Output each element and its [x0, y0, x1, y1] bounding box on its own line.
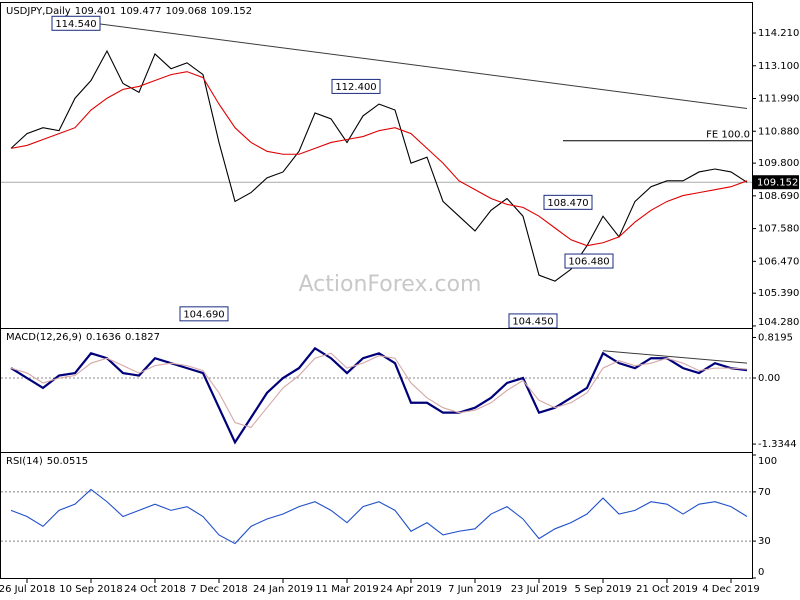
annotation-label: 112.400: [335, 82, 376, 93]
y-tick-label: 30: [758, 536, 771, 547]
x-tick-label: 26 Jul 2018: [0, 584, 55, 595]
y-tick-label: 110.880: [758, 126, 799, 137]
annotation-box: [331, 78, 381, 94]
reading: 109.152: [211, 6, 252, 17]
series-line: [10, 346, 748, 445]
y-tick-label: 114.210: [758, 28, 799, 39]
series-line: [10, 71, 748, 247]
panel-title: MACD(12,26,9) 0.1636 0.1827: [6, 332, 160, 343]
x-tick-label: 5 Sep 2019: [574, 584, 631, 595]
y-tick-label: 106.470: [758, 256, 799, 267]
last-price-label: 109.152: [757, 178, 798, 189]
annotation-label: 114.540: [55, 19, 96, 30]
y-tick-label: 0.8195: [758, 332, 793, 343]
fe-label: FE 100.0: [706, 130, 750, 141]
x-tick-label: 7 Dec 2018: [190, 584, 248, 595]
annotation-label: 104.450: [512, 316, 553, 327]
y-tick-label: 0.00: [758, 373, 780, 384]
y-tick-label: 105.390: [758, 288, 799, 299]
x-tick-label: 11 Mar 2019: [315, 584, 378, 595]
annotation-label: 104.690: [183, 309, 224, 320]
reading: 50.0515: [47, 456, 88, 467]
series-line: [10, 49, 748, 282]
reading: 109.477: [120, 6, 161, 17]
series-line: [10, 352, 748, 429]
x-tick-label: 4 Dec 2019: [702, 584, 760, 595]
y-tick-label: 113.100: [758, 61, 799, 72]
title-text: RSI(14): [6, 456, 43, 467]
reading: 0.1827: [125, 332, 160, 343]
y-tick-label: 0: [758, 567, 764, 578]
y-tick-label: 107.580: [758, 224, 799, 235]
title-text: USDJPY,Daily: [6, 6, 71, 17]
panel-frame: [0, 452, 753, 579]
watermark: ActionForex.com: [299, 272, 482, 297]
annotation-box: [564, 253, 614, 269]
title-text: MACD(12,26,9): [6, 332, 82, 343]
annotation-box: [51, 15, 101, 31]
y-tick-label: -1.3344: [758, 439, 797, 450]
x-tick-label: 21 Oct 2019: [636, 584, 698, 595]
annotation-label: 106.480: [568, 257, 609, 268]
y-tick-label: 70: [758, 487, 771, 498]
trendline: [602, 350, 748, 364]
panel-frame: [0, 328, 753, 453]
y-tick-label: 100: [758, 456, 777, 467]
reading: 109.401: [75, 6, 116, 17]
x-tick-label: 24 Jan 2019: [253, 584, 313, 595]
x-tick-label: 10 Sep 2018: [59, 584, 122, 595]
trendline: [58, 18, 748, 110]
annotation-box: [179, 306, 229, 322]
annotation-box: [508, 313, 558, 329]
x-tick-label: 7 Jun 2019: [448, 584, 502, 595]
y-tick-label: 104.280: [758, 317, 799, 328]
panel-title: RSI(14) 50.0515: [6, 456, 88, 467]
x-tick-label: 24 Oct 2018: [124, 584, 186, 595]
y-tick-label: 108.690: [758, 191, 799, 202]
panel-title: USDJPY,Daily 109.401 109.477 109.068 109.152: [6, 6, 252, 17]
annotation-label: 108.470: [547, 198, 588, 209]
y-tick-label: 111.990: [758, 94, 799, 105]
y-tick-label: 109.800: [758, 158, 799, 169]
x-tick-label: 24 Apr 2019: [380, 584, 442, 595]
annotation-box: [543, 194, 593, 210]
x-tick-label: 23 Jul 2019: [511, 584, 568, 595]
reading: 109.068: [165, 6, 206, 17]
reading: 0.1636: [86, 332, 121, 343]
series-line: [10, 488, 748, 545]
last-price-box: [753, 175, 799, 190]
